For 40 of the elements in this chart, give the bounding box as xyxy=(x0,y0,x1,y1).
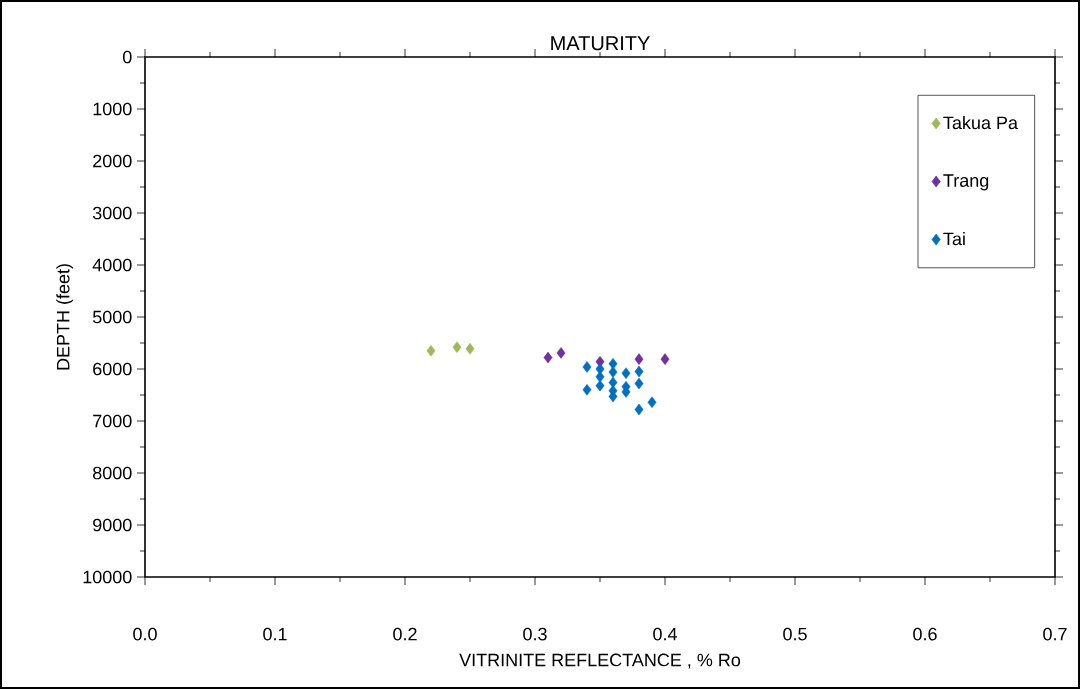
x-tick-label: 0.0 xyxy=(133,627,157,641)
y-tick-label: 8000 xyxy=(93,466,132,480)
y-tick-label: 5000 xyxy=(92,310,132,324)
y-tick-label: 3000 xyxy=(92,206,132,220)
y-tick-label: 0 xyxy=(122,50,132,64)
point xyxy=(582,361,592,373)
point xyxy=(634,365,644,378)
y-tick-label: 10000 xyxy=(83,570,132,584)
y-tick-label: 9000 xyxy=(93,518,132,532)
point xyxy=(647,396,657,409)
y-tick-label: 4000 xyxy=(92,258,132,272)
chart-title: MATURITY xyxy=(551,36,650,51)
point xyxy=(452,341,462,353)
x-axis-title: VITRINITE REFLECTANCE , % Ro xyxy=(459,653,741,669)
x-tick-label: 0.2 xyxy=(393,627,417,641)
x-tick-label: 0.4 xyxy=(653,627,677,641)
point xyxy=(660,353,670,365)
point xyxy=(543,351,553,364)
point xyxy=(621,367,631,379)
x-tick-label: 0.7 xyxy=(1043,627,1067,641)
legend-label: Trang xyxy=(943,174,989,191)
legend-label: Tai xyxy=(943,232,965,246)
x-tick-label: 0.3 xyxy=(523,627,547,641)
x-tick-label: 0.6 xyxy=(913,627,937,641)
y-tick-label: 1000 xyxy=(93,102,132,116)
point xyxy=(634,403,644,416)
x-tick-label: 0.5 xyxy=(783,627,807,641)
y-axis-title: DEPTH (feet) xyxy=(56,264,74,370)
point xyxy=(556,347,566,359)
point xyxy=(426,345,436,357)
point xyxy=(465,342,475,355)
y-tick-label: 6000 xyxy=(93,362,132,376)
point xyxy=(634,377,644,390)
x-tick-label: 0.1 xyxy=(263,627,287,641)
y-tick-label: 2000 xyxy=(93,154,132,168)
point xyxy=(608,366,618,378)
y-tick-label: 7000 xyxy=(93,414,132,428)
point xyxy=(582,384,592,396)
legend-label: Takua Pa xyxy=(943,115,1018,130)
point xyxy=(634,353,644,365)
